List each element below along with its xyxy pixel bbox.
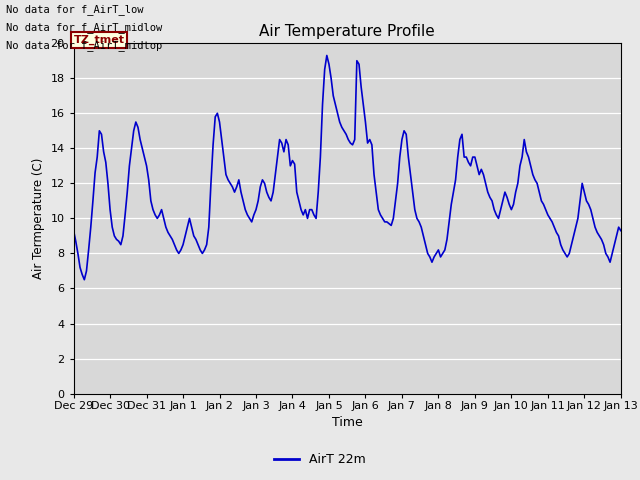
Title: Air Temperature Profile: Air Temperature Profile xyxy=(259,24,435,39)
Text: No data for f_AirT_midlow: No data for f_AirT_midlow xyxy=(6,22,163,33)
Y-axis label: Air Termperature (C): Air Termperature (C) xyxy=(32,158,45,279)
Legend: AirT 22m: AirT 22m xyxy=(269,448,371,471)
Text: TZ_tmet: TZ_tmet xyxy=(74,35,125,46)
Text: No data for f_AirT_low: No data for f_AirT_low xyxy=(6,4,144,15)
Text: No data for f_AirT_midtop: No data for f_AirT_midtop xyxy=(6,40,163,51)
X-axis label: Time: Time xyxy=(332,416,363,429)
